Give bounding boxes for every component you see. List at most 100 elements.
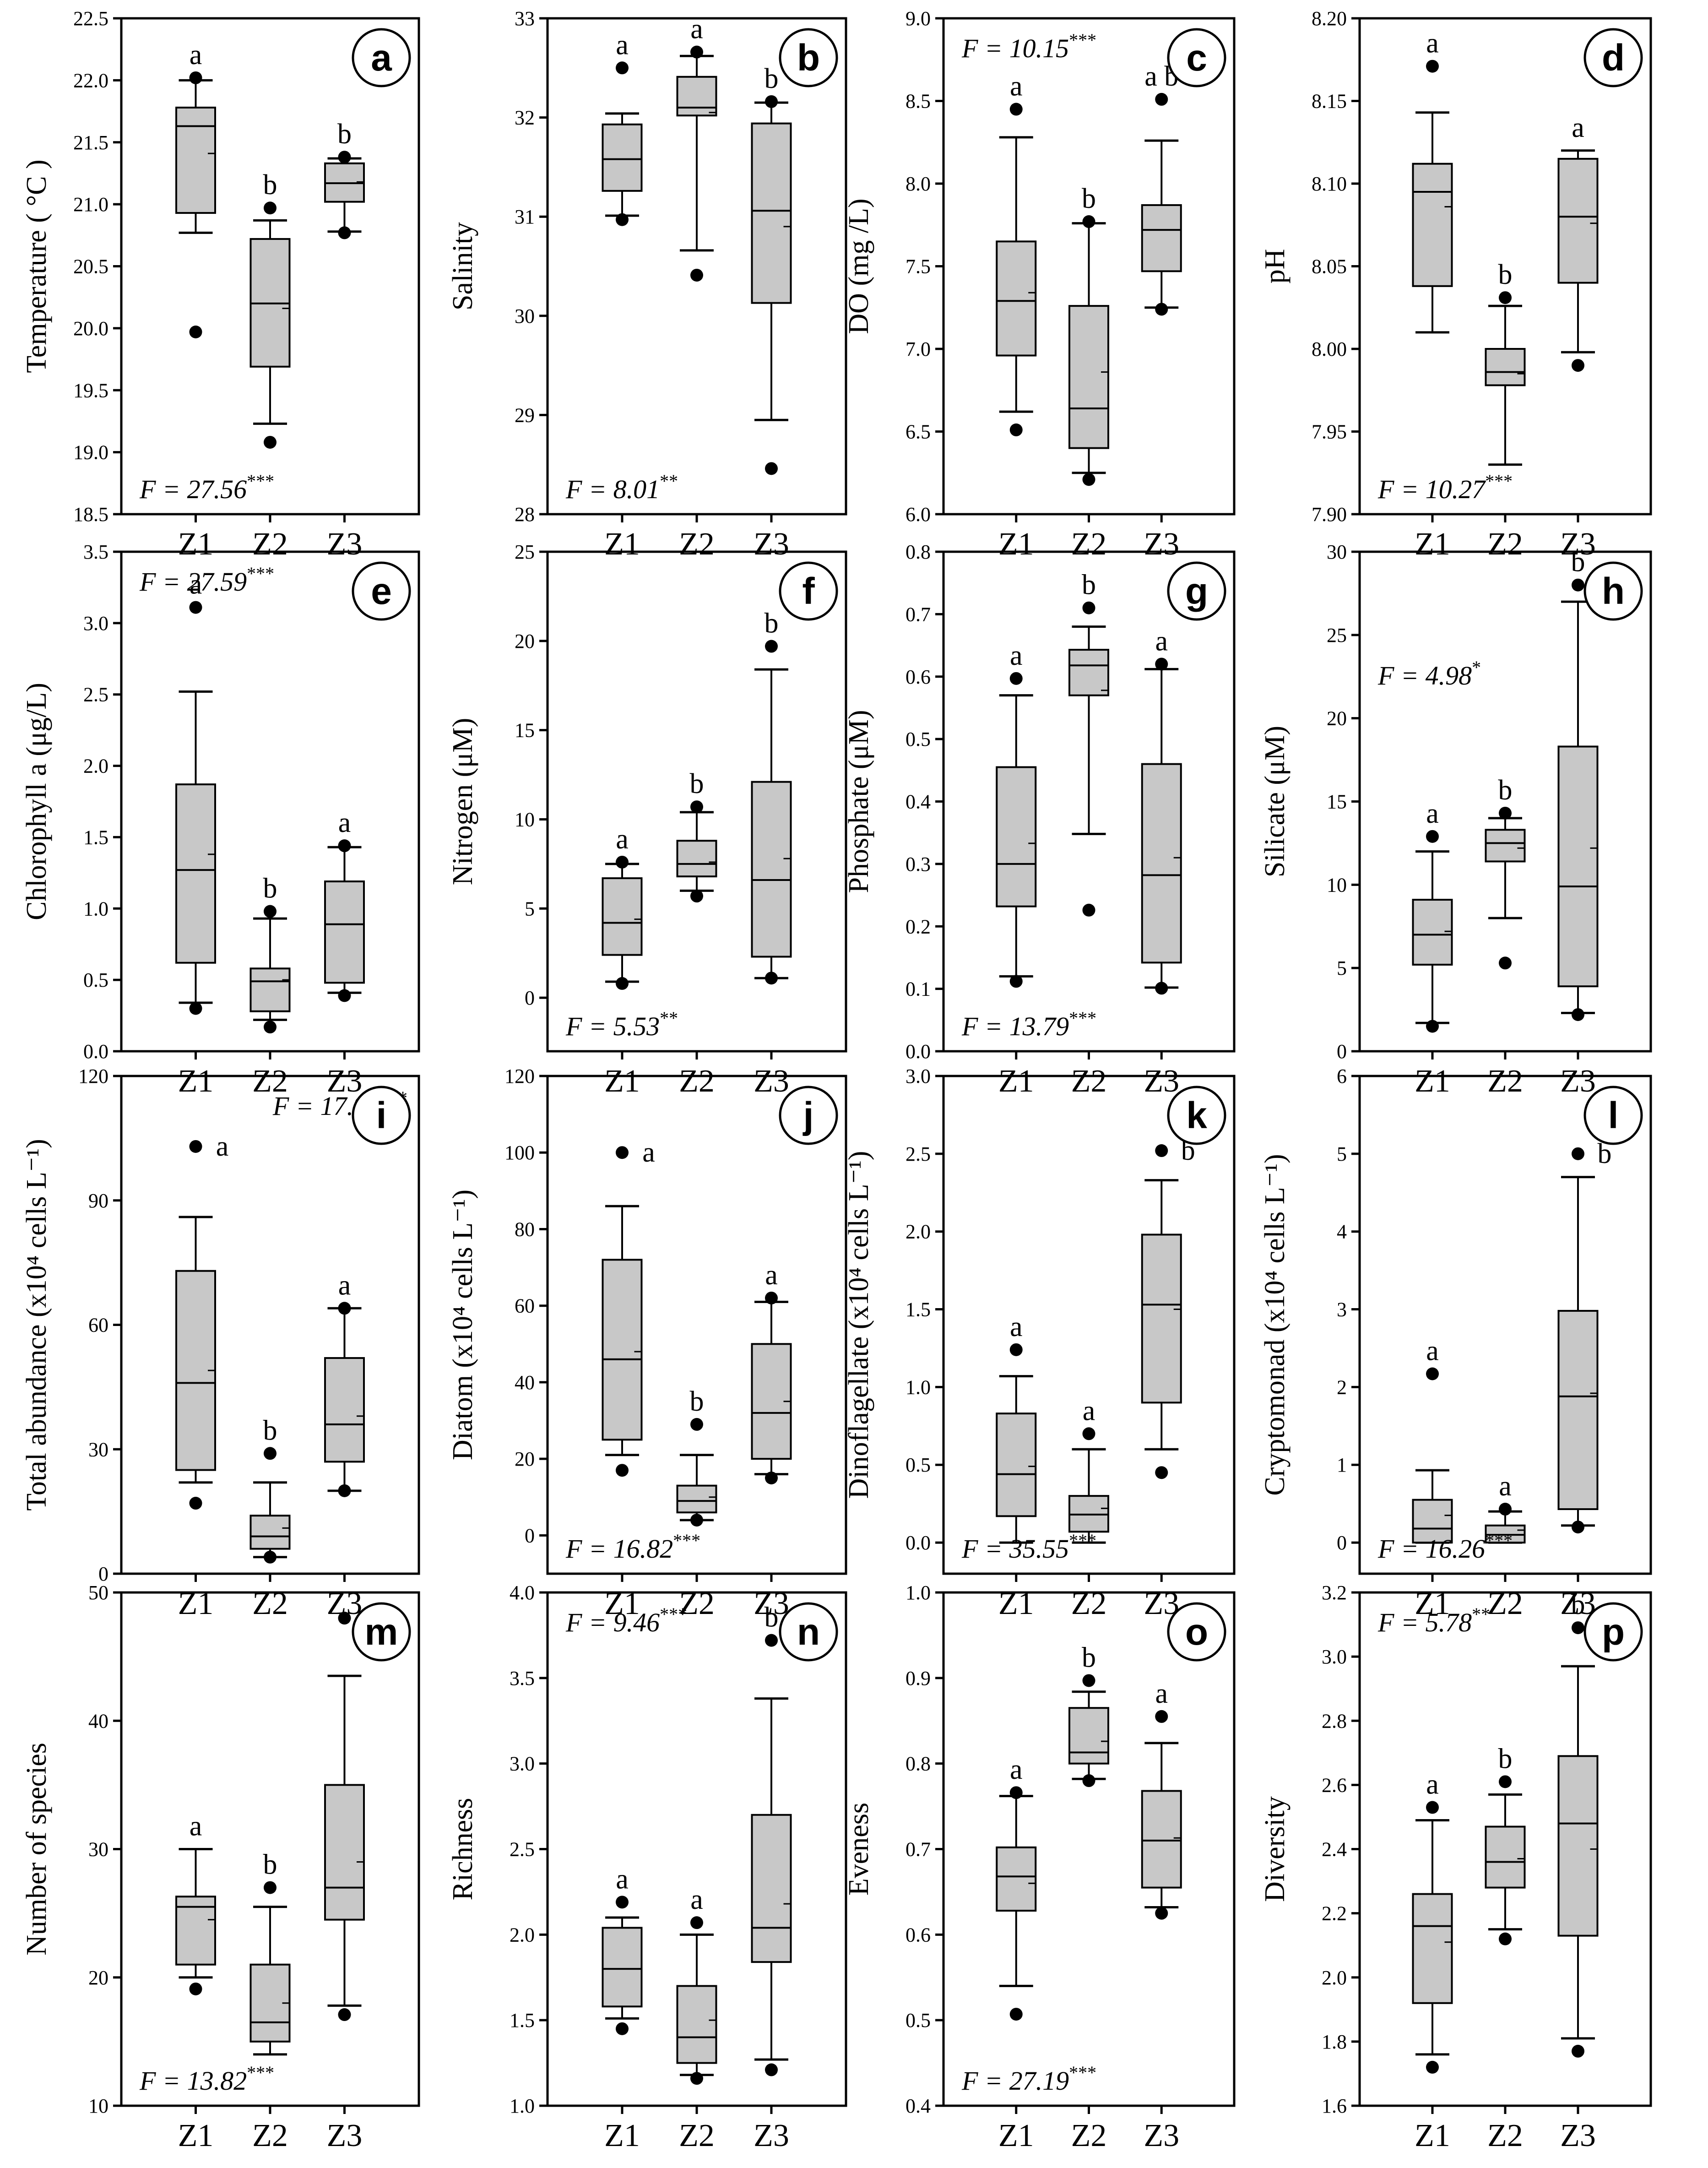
- f-statistic: F = 13.82***: [139, 2062, 274, 2096]
- panel-letter: j: [802, 1095, 814, 1136]
- y-tick-label: 7.90: [1312, 503, 1347, 526]
- outlier-point: [765, 640, 778, 653]
- x-category-label: Z3: [1560, 1064, 1596, 1099]
- x-category-label: Z2: [679, 527, 715, 562]
- y-tick-label: 0.5: [906, 2009, 931, 2032]
- y-axis-label: Diatom (x10⁴ cells L⁻¹): [447, 1190, 478, 1460]
- significance-letter: b: [263, 1415, 277, 1446]
- significance-letter: b: [1082, 1642, 1096, 1673]
- panel-letter-circle: [352, 561, 411, 621]
- box-z2: b: [1068, 570, 1109, 917]
- y-tick-label: 3.2: [1322, 1581, 1347, 1604]
- panel-letter-circle: [779, 561, 838, 621]
- significance-letter: b: [1571, 547, 1585, 578]
- y-tick-label: 0.4: [906, 791, 931, 813]
- panel-m: 10 20 30 40 50 Z1 Z2 Z3 Number of species a b a F = …: [21, 1581, 420, 2153]
- iqr-box: [1141, 1790, 1182, 1889]
- y-tick-label: 40: [88, 1710, 108, 1732]
- outlier-point: [1009, 103, 1023, 116]
- x-category-label: Z2: [252, 527, 288, 562]
- outlier-point: [1082, 1774, 1095, 1788]
- y-tick-label: 8.0: [906, 173, 931, 195]
- significance-letter: b: [263, 873, 277, 904]
- iqr-box: [602, 1927, 643, 2008]
- box-z3: a: [1141, 1678, 1182, 1920]
- f-statistic: F = 10.15***: [961, 30, 1096, 63]
- y-tick-label: 90: [88, 1190, 108, 1212]
- box-z2: b: [676, 768, 717, 903]
- panel-letter-circle: [1167, 1086, 1226, 1145]
- panel-letter: k: [1186, 1095, 1207, 1136]
- significance-letter: a: [765, 1260, 778, 1291]
- y-tick-label: 2.2: [1322, 1902, 1347, 1925]
- box-z2: b: [1485, 259, 1526, 466]
- panel-b: 28 29 30 31 32 33 Z1 Z2 Z3 Salinity a a b F = 8.01** b: [447, 7, 847, 562]
- outlier-point: [1009, 2008, 1023, 2021]
- panel-letter: b: [797, 37, 820, 79]
- outlier-point: [690, 890, 703, 903]
- x-category-label: Z1: [998, 2118, 1034, 2153]
- y-tick-label: 3.5: [83, 541, 108, 563]
- significance-letter: a: [1499, 1471, 1512, 1502]
- significance-letter: b: [1571, 1589, 1585, 1620]
- iqr-box: [676, 840, 717, 878]
- x-category-label: Z1: [178, 1064, 214, 1099]
- y-tick-label: 5: [1337, 957, 1347, 979]
- outlier-point: [1572, 1521, 1584, 1534]
- outlier-point: [616, 61, 629, 75]
- x-category-label: Z2: [1487, 1064, 1523, 1099]
- iqr-box: [996, 240, 1037, 357]
- y-tick-label: 32: [515, 107, 535, 129]
- box-z3: b: [751, 608, 792, 985]
- f-statistic: F = 10.27***: [1377, 471, 1513, 504]
- x-category-label: Z2: [252, 2118, 288, 2153]
- box-z2: b: [249, 1415, 291, 1564]
- y-tick-label: 0.8: [906, 541, 931, 563]
- f-statistic: F = 8.01**: [565, 471, 678, 504]
- panel-letter: o: [1185, 1611, 1208, 1653]
- outlier-point: [264, 435, 277, 449]
- panel-j: 0 20 40 60 80 100 120 Z1 Z2 Z3 Diatom (x10⁴ cells …: [447, 1065, 847, 1621]
- significance-letter: a: [1155, 625, 1168, 657]
- y-tick-label: 100: [504, 1141, 535, 1164]
- panel-letter-circle: [352, 28, 411, 87]
- box-z3: a: [324, 807, 365, 1002]
- significance-letter: b: [765, 608, 779, 639]
- y-tick-label: 8.5: [906, 90, 931, 113]
- outlier-point: [1155, 982, 1168, 995]
- significance-letter: a: [690, 1884, 703, 1915]
- significance-letter: a: [1155, 1678, 1168, 1709]
- outlier-point: [1499, 1775, 1512, 1788]
- y-tick-label: 0.0: [906, 1040, 931, 1063]
- iqr-box: [249, 967, 291, 1012]
- y-tick-label: 21.5: [73, 131, 108, 154]
- outlier-point: [1155, 92, 1168, 106]
- significance-letter: a: [216, 1131, 229, 1162]
- significance-letter: a: [1010, 640, 1023, 671]
- f-statistic: F = 9.46***: [565, 1604, 687, 1637]
- box-z3: b: [751, 63, 792, 475]
- iqr-box: [1485, 829, 1526, 863]
- box-z3: b: [1141, 1135, 1195, 1479]
- y-tick-label: 2.8: [1322, 1710, 1347, 1732]
- iqr-box: [1557, 745, 1599, 988]
- iqr-box: [602, 1259, 643, 1441]
- y-tick-label: 4.0: [510, 1581, 535, 1604]
- box-z3: a: [1141, 625, 1182, 995]
- box-z2: b: [249, 1849, 291, 2056]
- panel-letter-circle: [352, 1086, 411, 1145]
- outlier-point: [765, 1291, 778, 1304]
- box-z1: a: [175, 1811, 216, 1995]
- y-tick-label: 0: [98, 1563, 108, 1585]
- outlier-point: [1499, 291, 1512, 304]
- iqr-box: [249, 1515, 291, 1550]
- y-tick-label: 30: [88, 1838, 108, 1861]
- x-category-label: Z1: [1415, 2118, 1450, 2153]
- y-tick-label: 20: [515, 1448, 535, 1470]
- y-axis-label: Silicate (μM): [1259, 726, 1290, 877]
- y-tick-label: 20: [515, 630, 535, 652]
- box-z1: a: [996, 640, 1037, 988]
- outlier-point: [1572, 1008, 1584, 1021]
- y-tick-label: 5: [525, 897, 535, 920]
- significance-letter: a: [338, 1270, 351, 1301]
